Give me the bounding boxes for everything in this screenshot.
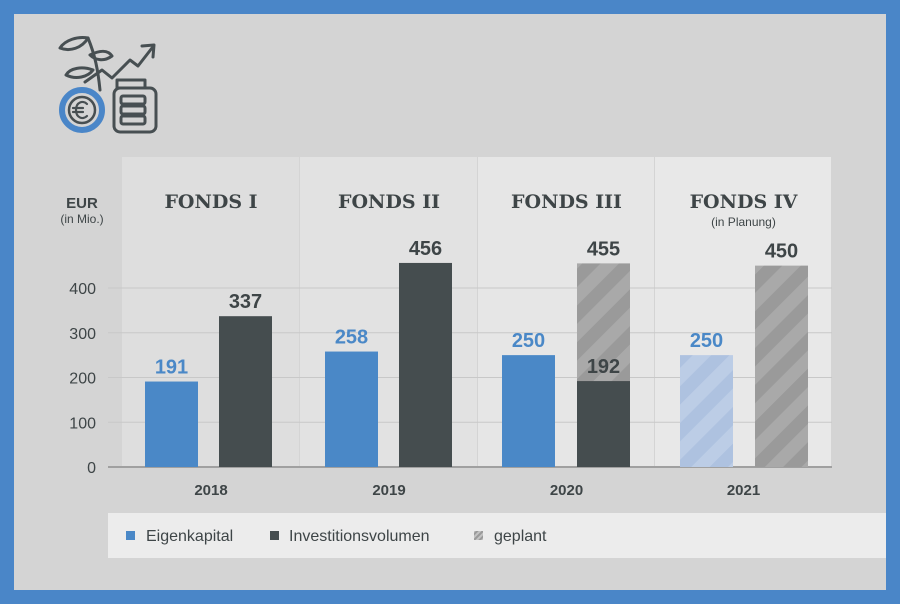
bar-investitionsvolumen [399,262,452,467]
x-tick-label: 2019 [372,482,405,499]
x-tick-label: 2018 [194,482,227,499]
legend-label-geplant: geplant [494,528,547,545]
data-label-geplant: 450 [765,241,798,263]
data-label-eigenkapital: 258 [335,327,368,349]
panel-title: FONDS IV [690,191,799,213]
data-label-eigenkapital: 191 [155,357,188,379]
legend-box [108,513,886,558]
euro-growth-logo-icon [58,36,158,134]
bar-investitionsvolumen [219,316,272,467]
data-label-geplant: 455 [587,238,620,260]
bar-eigenkapital [680,355,733,467]
data-label-investitionsvolumen: 192 [587,356,620,378]
y-tick-label: 200 [69,371,96,388]
data-label-investitionsvolumen: 456 [409,238,442,260]
legend-swatch-investitionsvolumen [270,531,279,540]
x-tick-label: 2020 [550,482,583,499]
panel-title: FONDS II [338,191,440,213]
legend-swatch-eigenkapital [126,531,135,540]
y-tick-label: 0 [87,460,96,477]
y-axis-label: EUR [66,195,98,212]
y-tick-label: 400 [69,281,96,298]
bar-eigenkapital [145,381,198,467]
panel-subtitle: (in Planung) [711,215,776,229]
legend-label-eigenkapital: Eigenkapital [146,528,233,545]
legend-swatch-geplant [474,531,483,540]
panel-title: FONDS III [511,191,622,213]
legend-label-investitionsvolumen: Investitionsvolumen [289,528,430,545]
bar-eigenkapital [325,351,378,467]
panel-title: FONDS I [164,191,257,213]
bar-investitionsvolumen [577,381,630,467]
data-label-eigenkapital: 250 [512,330,545,352]
bar-geplant [755,265,808,467]
data-label-investitionsvolumen: 337 [229,291,262,313]
data-label-eigenkapital: 250 [690,330,723,352]
bar-eigenkapital [502,355,555,467]
x-tick-label: 2021 [727,482,760,499]
y-axis-sublabel: (in Mio.) [60,212,103,226]
y-tick-label: 300 [69,326,96,343]
y-tick-label: 100 [69,415,96,432]
